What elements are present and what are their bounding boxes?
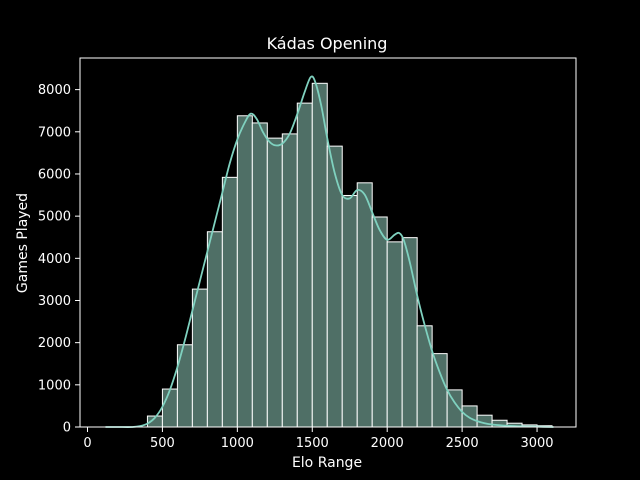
bars-group [146,82,553,428]
histogram-bar [311,82,328,428]
histogram-bar [191,288,208,428]
histogram-bar [461,405,478,428]
plot-frame [79,57,577,428]
histogram-bar [161,388,178,428]
x-tick-label: 3000 [520,436,553,451]
kde-curve-line [105,75,554,428]
x-axis-label: Elo Range [292,455,362,471]
x-tick-label: 1500 [296,436,329,451]
y-tick-label: 5000 [38,210,71,225]
histogram-bar [296,102,313,428]
y-axis-label: Games Played [15,193,31,293]
histogram-bar [431,353,448,428]
x-tick-label: 500 [150,436,175,451]
y-tick-label: 7000 [38,125,71,140]
x-axis-ticks: 0 500 1000 1500 2000 2500 3000 [83,427,554,451]
histogram-bar [341,194,358,428]
histogram-bar [356,182,373,428]
x-tick-label: 1000 [221,436,254,451]
histogram-bar [371,216,388,428]
histogram-bar [401,237,418,428]
y-tick-label: 6000 [38,167,71,182]
x-tick-label: 2500 [446,436,479,451]
histogram-bar [281,133,298,428]
y-tick-label: 0 [63,421,71,436]
histogram-bar [386,241,403,428]
x-tick-label: 2000 [371,436,404,451]
chart-title: Kádas Opening [267,34,388,53]
histogram-bar [266,137,283,428]
y-tick-label: 1000 [38,378,71,393]
y-tick-label: 2000 [38,336,71,351]
histogram-bar [221,176,238,428]
histogram-bar [236,115,253,428]
histogram-bar [206,231,223,428]
histogram-bar [251,122,268,428]
y-tick-label: 3000 [38,294,71,309]
y-tick-label: 8000 [38,83,71,98]
y-tick-label: 4000 [38,252,71,267]
x-tick-label: 0 [83,436,91,451]
y-axis-ticks: 0 1000 2000 3000 4000 5000 6000 7000 8000 [38,83,80,436]
